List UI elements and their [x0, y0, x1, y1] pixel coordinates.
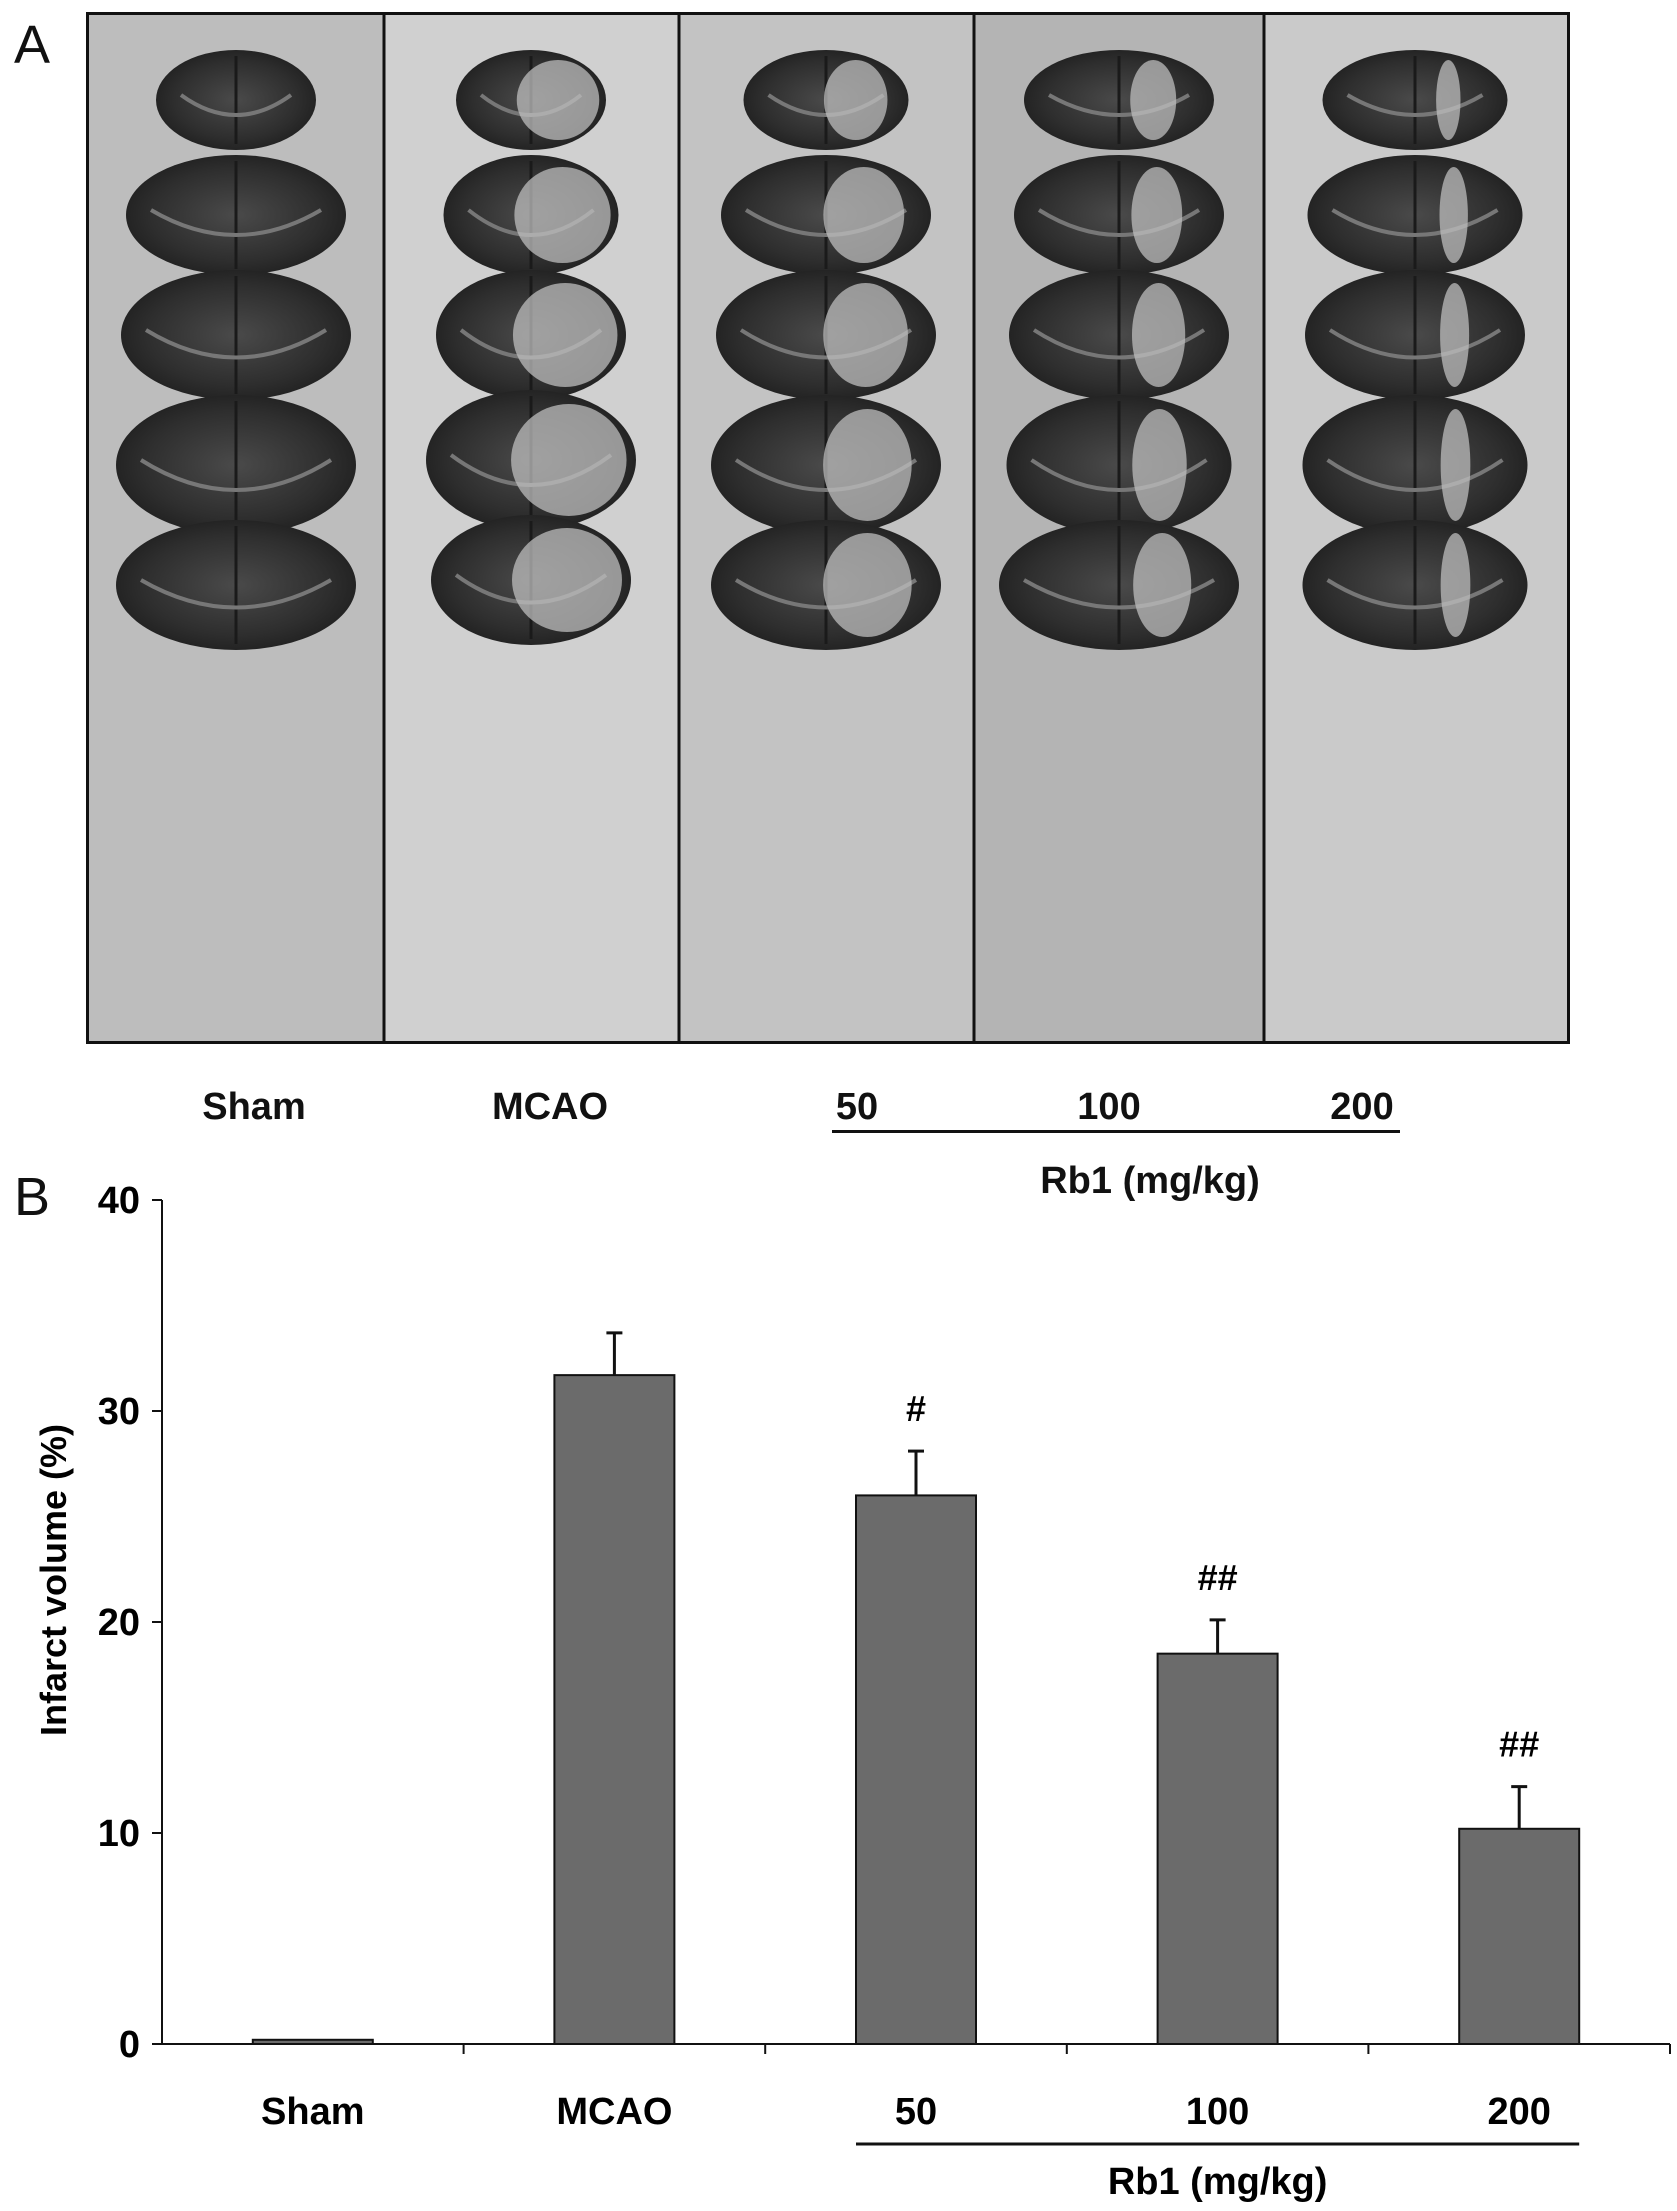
bar-mcao — [553, 1374, 676, 2045]
infarct-region — [516, 60, 600, 140]
y-tick-label: 10 — [98, 1813, 140, 1855]
brain-slice-contour — [1326, 458, 1504, 492]
category-label: 50 — [895, 2091, 937, 2133]
infarct-volume-chart: Infarct volume (%) 0 10 20 30 40 Sham MCAO #50… — [33, 1180, 1671, 2203]
infarct-region — [1132, 409, 1187, 521]
y-tick-label: 40 — [98, 1180, 140, 1222]
panel-b-letter: B — [14, 1167, 51, 1227]
brain-slice-photo-panels — [89, 15, 1567, 1041]
infarct-region — [1439, 167, 1468, 263]
brain-slice-contour — [179, 93, 293, 117]
infarct-region — [1440, 409, 1471, 521]
significance-label: # — [906, 1388, 926, 1429]
chart-bars — [251, 1331, 1581, 2046]
y-tick-label: 0 — [119, 2024, 140, 2066]
brain-slice-contour — [149, 208, 323, 237]
significance-label: ## — [1499, 1724, 1539, 1765]
category-label: 200 — [1487, 2091, 1550, 2133]
lane-group-label: Rb1 (mg/kg) — [1040, 1160, 1260, 1202]
y-tick-label: 30 — [98, 1391, 140, 1433]
brain-slice-contour — [1328, 328, 1502, 360]
panel-a-letter: A — [14, 15, 51, 75]
infarct-region — [823, 167, 905, 263]
brain-slice-contour — [1326, 578, 1504, 610]
lane-label-mcao: MCAO — [491, 1086, 609, 1128]
lane-label-50: 50 — [835, 1086, 879, 1128]
lane-label-200: 200 — [1330, 1086, 1394, 1128]
infarct-region — [1130, 60, 1177, 140]
category-label: 100 — [1186, 2091, 1249, 2133]
infarct-region — [823, 60, 888, 140]
infarct-region — [1436, 60, 1461, 140]
brain-slice-contour — [139, 458, 333, 492]
infarct-region — [1133, 533, 1192, 637]
infarct-region — [1131, 167, 1183, 263]
infarct-region — [1440, 533, 1471, 637]
infarct-region — [1440, 283, 1470, 387]
brain-slice-contour — [1331, 208, 1499, 237]
infarct-region — [511, 404, 627, 516]
bar-200 — [1458, 1827, 1581, 2046]
infarct-region — [512, 283, 618, 387]
infarct-region — [823, 283, 908, 387]
chart-labels: Sham MCAO #50 ## 100 ## 200 Rb1 (mg/kg) — [261, 1388, 1580, 2203]
lane-label-sham: Sham — [202, 1086, 306, 1128]
y-tick-label: 20 — [98, 1602, 140, 1644]
bar-sham — [251, 2038, 374, 2046]
category-label: MCAO — [556, 2091, 672, 2133]
brain-slice-contour — [144, 328, 328, 360]
significance-label: ## — [1198, 1557, 1238, 1598]
infarct-region — [823, 409, 912, 521]
bar-100 — [1156, 1652, 1279, 2045]
brain-slice-photo — [86, 12, 1570, 1044]
infarct-region — [1131, 283, 1186, 387]
infarct-region — [514, 167, 611, 263]
group-label: Rb1 (mg/kg) — [1108, 2161, 1328, 2203]
y-axis-title: Infarct volume (%) — [33, 1424, 74, 1736]
infarct-region — [823, 533, 912, 637]
bar-50 — [855, 1494, 977, 2045]
category-label: Sham — [261, 2091, 364, 2133]
infarct-region — [512, 528, 622, 632]
brain-slice-contour — [1346, 93, 1484, 117]
lane-label-100: 100 — [1077, 1086, 1141, 1128]
brain-slice-contour — [139, 578, 333, 610]
lane-group-underline — [832, 1130, 1400, 1133]
chart-axes: 0 10 20 30 40 — [98, 1180, 1671, 2066]
